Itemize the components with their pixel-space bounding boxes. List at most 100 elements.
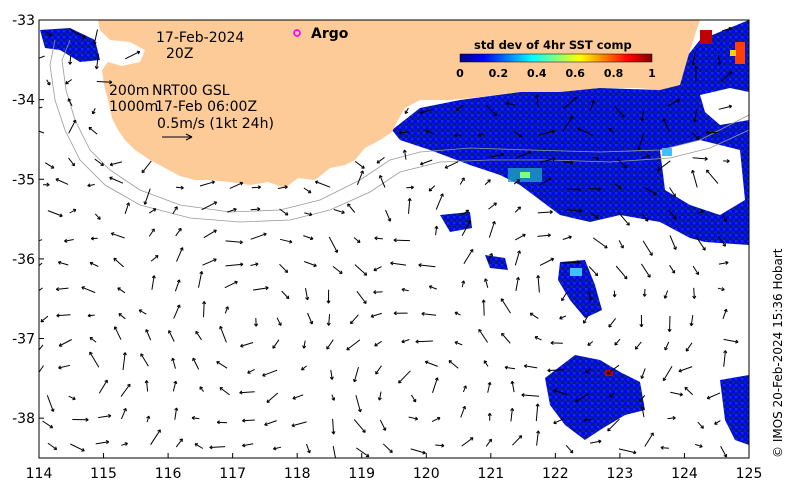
current-arrow	[199, 386, 205, 392]
current-arrow	[669, 187, 676, 197]
current-arrow	[175, 438, 183, 448]
current-arrow	[353, 419, 366, 433]
current-arrow	[609, 392, 615, 398]
current-arrow	[692, 265, 699, 276]
current-arrow	[143, 188, 151, 205]
current-arrow	[723, 159, 730, 164]
current-arrow	[56, 313, 71, 318]
current-arrow	[419, 108, 433, 115]
current-arrow	[39, 287, 43, 292]
current-arrow	[174, 279, 181, 292]
current-arrow	[140, 353, 149, 367]
y-tick-label: -37	[12, 332, 35, 348]
current-arrow	[46, 395, 55, 412]
current-arrow	[722, 214, 728, 223]
current-arrow	[513, 179, 521, 185]
current-arrow	[488, 152, 505, 158]
current-arrow	[216, 420, 228, 425]
sst-high-cell	[700, 30, 712, 44]
current-arrow	[562, 115, 574, 132]
current-arrow	[705, 130, 719, 135]
current-arrow	[194, 443, 204, 449]
current-arrow	[393, 238, 410, 243]
current-arrow	[588, 291, 593, 301]
current-arrow	[448, 360, 459, 369]
current-arrow	[693, 65, 699, 82]
current-arrow	[640, 368, 646, 379]
current-arrow	[326, 339, 334, 350]
current-arrow	[398, 370, 411, 384]
current-arrow	[589, 99, 595, 111]
current-arrow	[251, 185, 261, 190]
current-arrow	[692, 109, 698, 123]
current-arrow	[87, 313, 95, 318]
current-arrow	[88, 126, 98, 135]
current-arrow	[209, 445, 226, 450]
current-arrow	[219, 325, 227, 343]
current-arrow	[415, 339, 433, 344]
current-arrow	[172, 206, 178, 215]
current-arrow	[262, 369, 278, 377]
current-arrow	[667, 98, 681, 107]
current-arrow	[407, 198, 412, 214]
current-arrow	[618, 240, 624, 249]
current-arrow	[239, 390, 255, 395]
current-arrow	[670, 391, 683, 397]
current-arrow	[227, 207, 237, 213]
current-arrow	[292, 394, 304, 400]
sst-mid-cell	[662, 148, 672, 156]
current-arrow	[47, 210, 63, 218]
product-label: NRT00 GSL	[152, 83, 230, 99]
current-arrow	[432, 377, 439, 393]
current-arrow	[65, 79, 72, 85]
current-arrow	[150, 255, 159, 262]
current-arrow	[642, 288, 647, 297]
current-arrow	[505, 101, 516, 106]
sst-gap-1	[660, 140, 745, 215]
current-arrow	[39, 365, 44, 374]
current-arrow	[488, 252, 493, 263]
current-arrow	[273, 446, 282, 451]
current-arrow	[566, 208, 583, 213]
current-arrow	[637, 133, 645, 151]
current-arrow	[90, 236, 98, 241]
current-arrow	[510, 407, 515, 422]
current-arrow	[89, 351, 100, 368]
current-arrow	[67, 98, 73, 107]
current-arrow	[46, 79, 51, 86]
current-arrow	[521, 393, 540, 398]
colorbar-tick-label: 0.6	[565, 67, 585, 80]
current-arrow	[242, 418, 255, 423]
current-arrow	[484, 179, 491, 186]
current-arrow	[81, 286, 96, 294]
current-arrow	[539, 177, 552, 186]
current-arrow	[398, 130, 409, 135]
current-arrow	[151, 275, 156, 290]
current-arrow	[43, 182, 50, 187]
current-arrow	[461, 280, 466, 288]
current-arrow	[89, 337, 97, 343]
current-arrow	[94, 213, 101, 220]
current-arrow	[577, 127, 594, 136]
current-arrow	[72, 417, 89, 422]
current-arrow	[401, 339, 410, 344]
current-arrow	[192, 357, 200, 370]
current-arrow	[585, 368, 592, 374]
current-arrow	[562, 260, 580, 265]
current-arrow	[714, 420, 721, 425]
current-arrow	[717, 236, 726, 247]
current-arrow	[94, 53, 99, 70]
current-arrow	[121, 442, 128, 446]
sst-std-dev-layer	[40, 20, 749, 445]
current-arrow	[550, 340, 563, 345]
current-arrow	[444, 161, 459, 169]
current-arrow	[146, 415, 151, 423]
argo-legend-icon	[293, 29, 301, 37]
x-tick-label: 119	[348, 466, 375, 482]
current-arrow	[539, 157, 556, 163]
colorbar-tick-label: 1	[648, 67, 656, 80]
current-arrow	[534, 94, 539, 107]
sst-patch-south	[545, 355, 645, 440]
current-arrow	[642, 240, 653, 256]
current-arrow	[55, 178, 69, 185]
